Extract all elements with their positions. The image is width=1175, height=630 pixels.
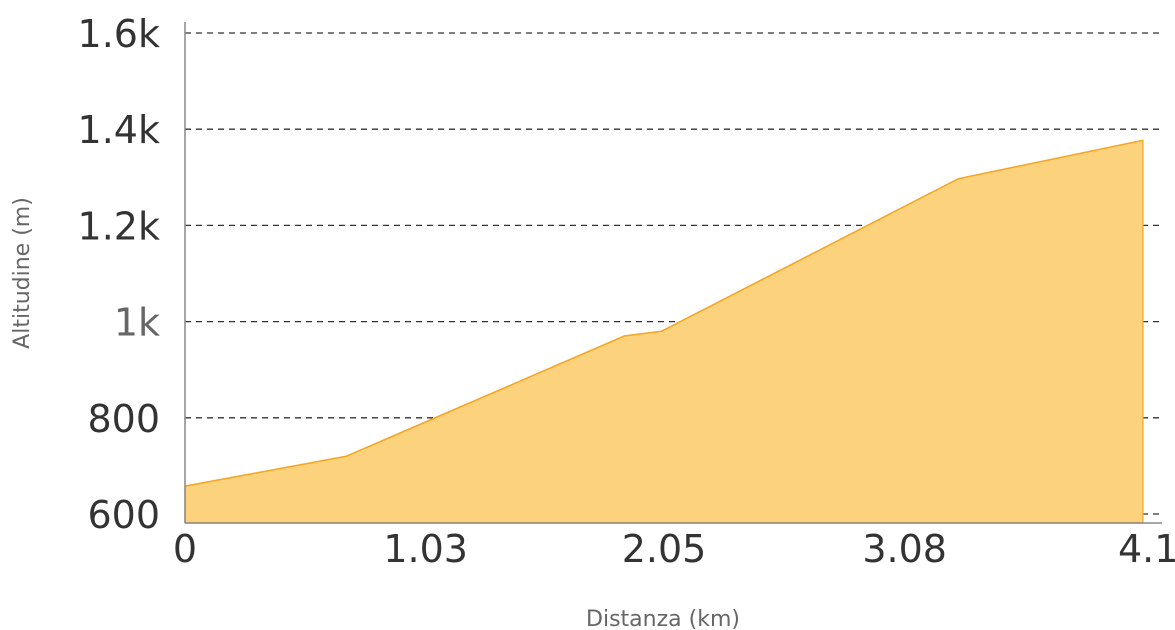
y-tick-label: 1k bbox=[114, 301, 160, 345]
x-tick-label: 2.05 bbox=[622, 527, 707, 571]
y-tick-label: 1.4k bbox=[78, 108, 160, 152]
x-tick-label: 0 bbox=[173, 527, 197, 571]
elevation-line bbox=[184, 139, 1144, 487]
y-tick-labels: 600 800 1k 1.2k 1.4k 1.6k bbox=[78, 12, 160, 537]
y-tick-label: 1.2k bbox=[78, 204, 160, 248]
x-tick-label: 4.1 bbox=[1118, 527, 1175, 571]
y-tick-label: 600 bbox=[87, 493, 160, 537]
x-tick-label: 1.03 bbox=[383, 527, 468, 571]
x-axis-title: Distanza (km) bbox=[586, 607, 740, 630]
x-tick-labels: 0 1.03 2.05 3.08 4.1 bbox=[173, 527, 1175, 571]
x-tick-label: 3.08 bbox=[862, 527, 947, 571]
y-tick-label: 800 bbox=[87, 397, 160, 441]
y-tick-label: 1.6k bbox=[78, 12, 160, 56]
y-axis-title: Altitudine (m) bbox=[10, 197, 35, 349]
elevation-area bbox=[184, 139, 1144, 524]
